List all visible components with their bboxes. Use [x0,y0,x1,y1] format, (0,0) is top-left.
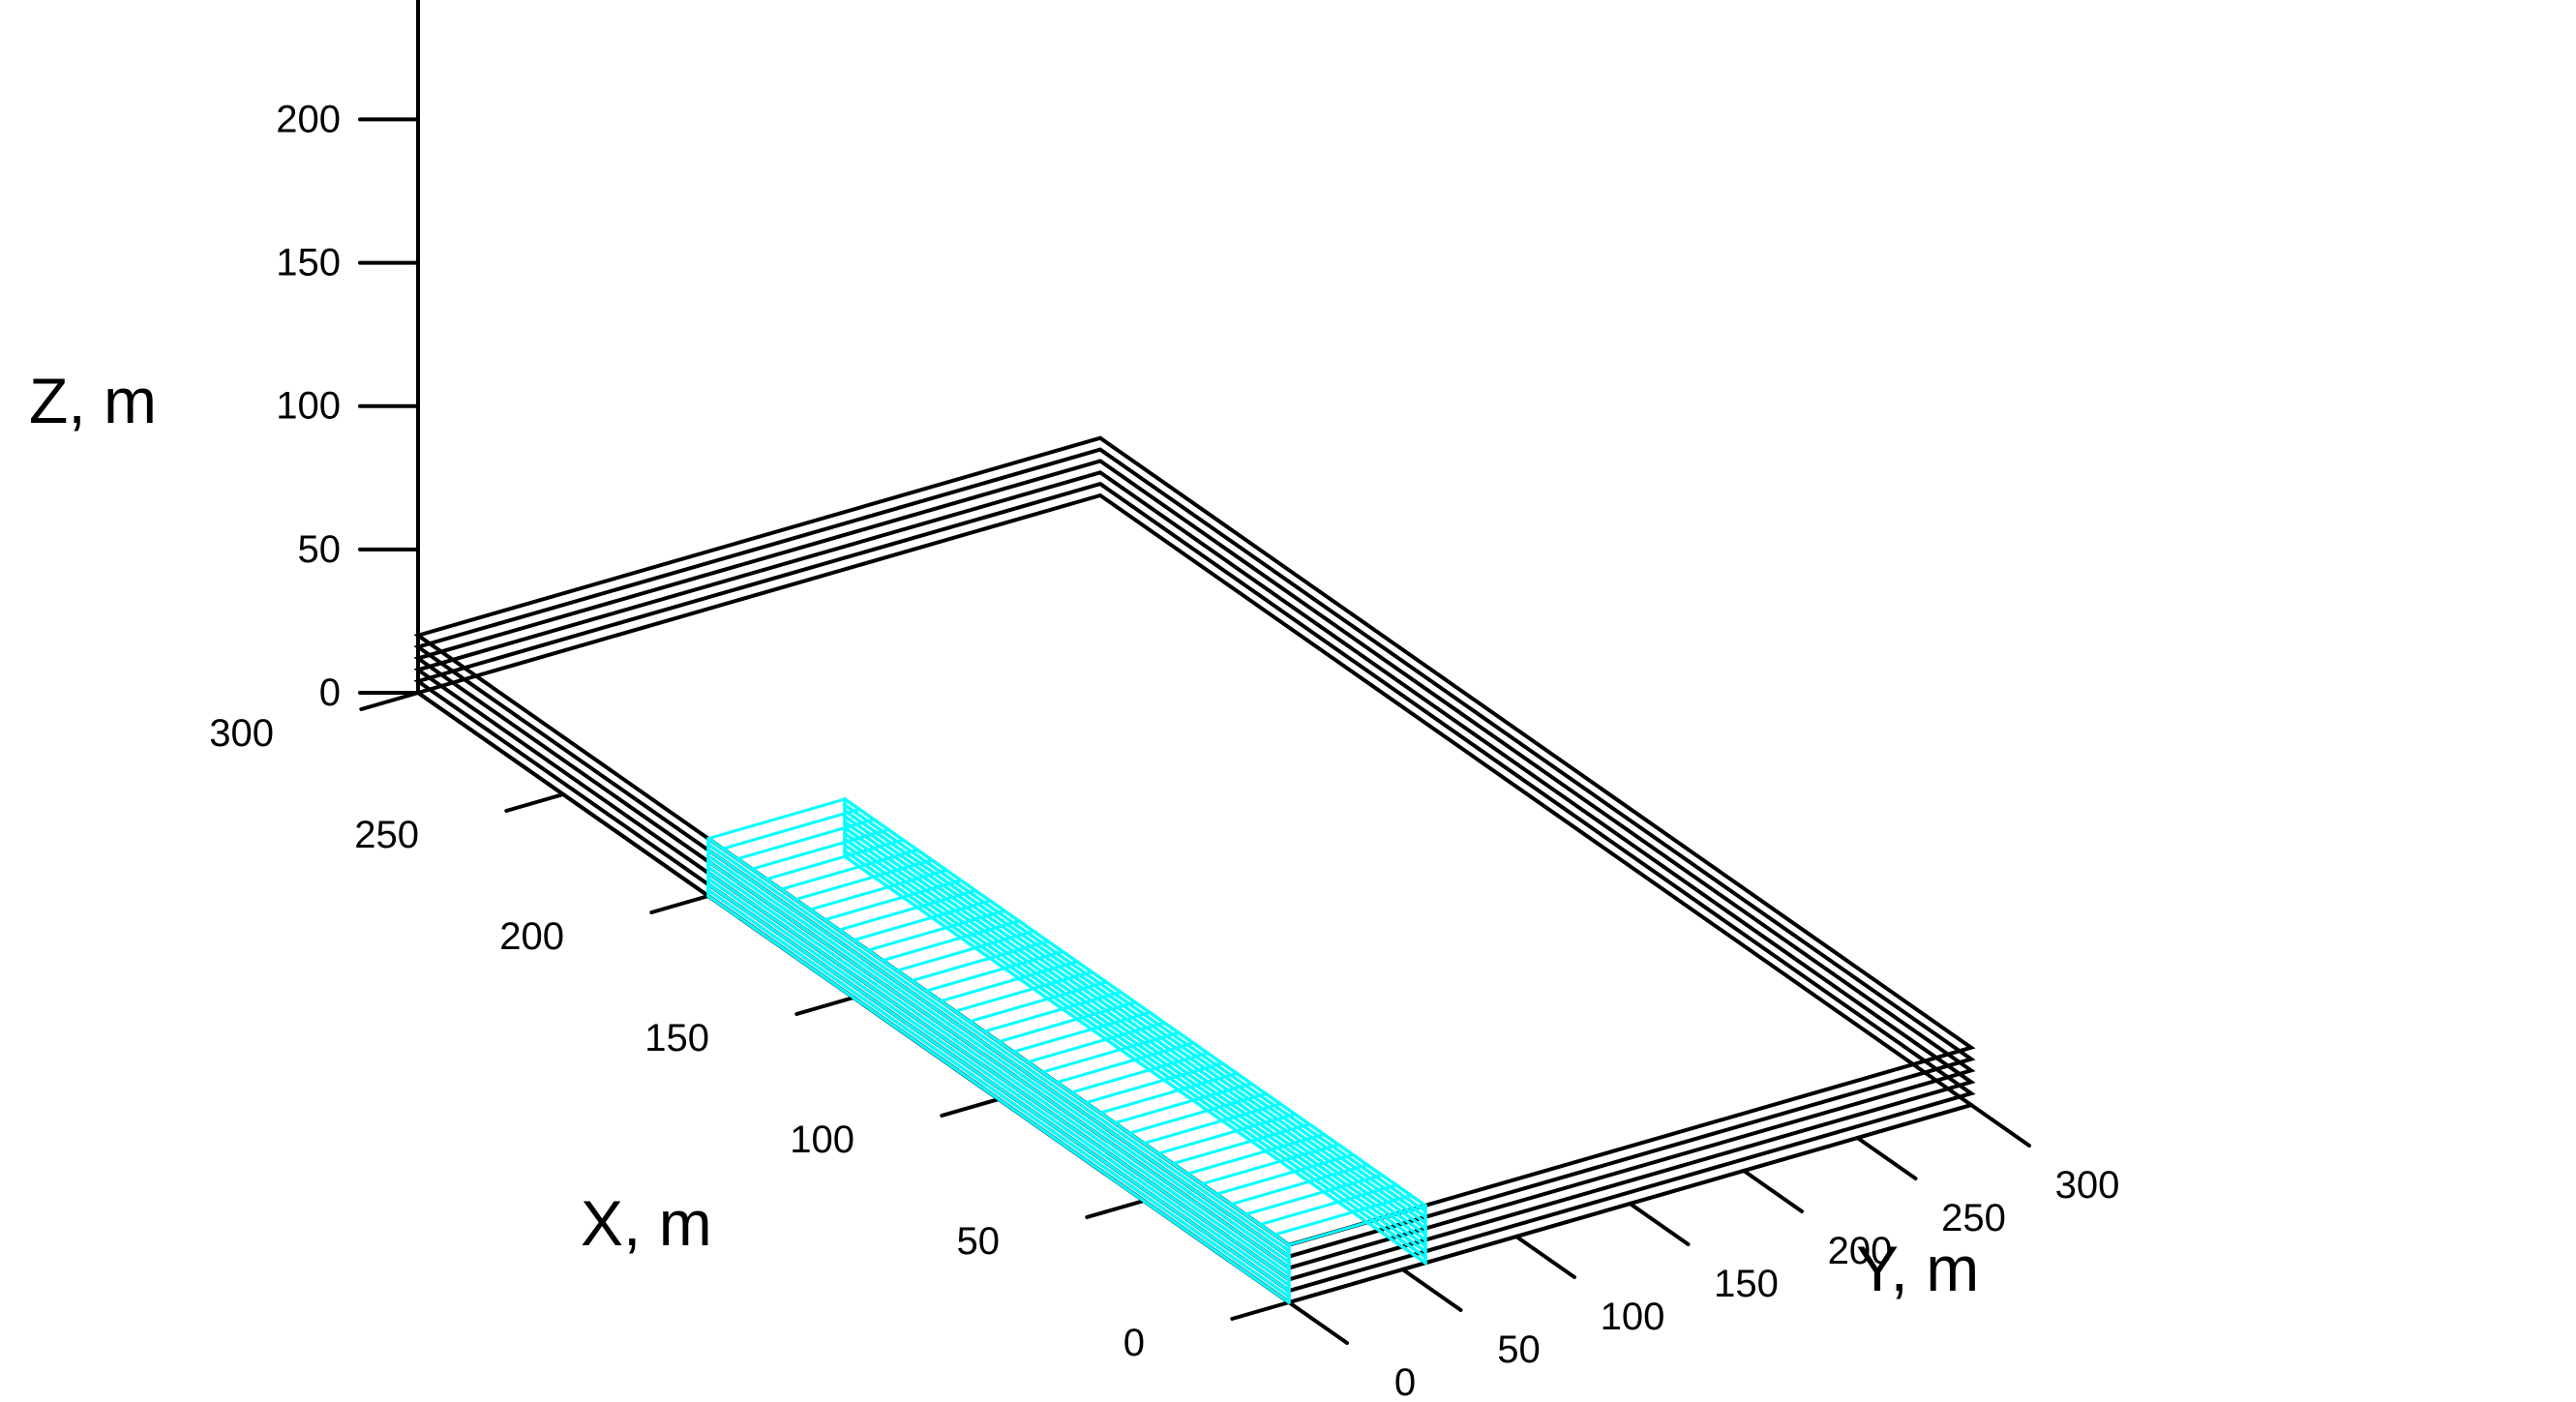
cyan-comb-line-38 [735,818,876,861]
x-tick-100 [940,1097,1001,1118]
cyan-front-line-1 [706,888,1291,1298]
cyan-comb-line-21 [982,990,1123,1033]
cyan-comb-line-16 [1055,1041,1195,1085]
cyan-comb-line-2 [1258,1183,1398,1227]
cyan-front-line-6 [706,859,1291,1270]
cyan-comb-line-35 [779,848,919,891]
cyan-comb-line-9 [1156,1112,1297,1155]
cyan-comb-line-5 [1214,1152,1355,1196]
cyan-back-line-3 [843,837,1427,1248]
y-tick-label-150: 150 [1714,1263,1779,1305]
x-tick-300 [359,691,420,711]
x-tick-200 [649,894,710,914]
z-tick-label-100: 100 [276,385,341,428]
x-tick-label-250: 250 [354,814,419,856]
x-tick-150 [794,996,855,1016]
cyan-comb-line-34 [794,858,934,902]
cyan-comb-line-10 [1142,1102,1282,1146]
z-tick-label-150: 150 [276,242,341,284]
cyan-back-line-8 [843,809,1427,1219]
x-tick-label-300: 300 [209,712,274,755]
y-tick-300 [1969,1103,2031,1148]
cyan-front-line-8 [706,848,1291,1259]
x-tick-label-200: 200 [499,915,564,958]
x-axis-title: X, m [581,1187,712,1259]
cyan-back-line-2 [843,843,1427,1254]
black-rectangle-level-0 [413,492,1976,1305]
x-tick-250 [504,792,565,813]
cyan-front-line-7 [706,853,1291,1265]
cyan-comb-line-19 [1011,1010,1152,1054]
x-tick-label-150: 150 [644,1017,709,1059]
x-tick-0 [1230,1300,1291,1321]
cyan-front-line-3 [706,877,1291,1287]
cyan-comb-line-20 [997,1000,1137,1044]
y-tick-250 [1855,1136,1918,1180]
black-rectangle-level-3 [413,459,1976,1270]
cyan-front-line-9 [706,842,1291,1253]
z-tick-label-200: 200 [276,98,341,140]
cyan-comb-line-12 [1113,1082,1253,1125]
x-tick-label-0: 0 [1123,1322,1145,1364]
cyan-comb-line-7 [1185,1132,1326,1176]
z-tick-label-0: 0 [319,671,341,714]
cyan-wall-slab [706,797,1427,1304]
cyan-comb-line-28 [881,919,1021,963]
cyan-comb-line-31 [837,888,977,932]
z-tick-label-50: 50 [298,528,342,571]
y-tick-label-0: 0 [1394,1361,1416,1402]
y-tick-label-200: 200 [1828,1230,1893,1272]
cyan-comb-line-23 [953,969,1093,1013]
cyan-comb-line-14 [1084,1061,1224,1105]
cyan-comb-line-24 [939,960,1079,1003]
cyan-comb-line-18 [1026,1021,1166,1064]
cyan-comb-line-36 [764,838,905,881]
x-tick-label-100: 100 [790,1119,854,1161]
cyan-comb-line-15 [1069,1051,1210,1094]
cyan-comb-line-13 [1098,1071,1239,1115]
cyan-comb-line-11 [1127,1091,1268,1135]
y-tick-0 [1287,1300,1349,1345]
cyan-comb-line-22 [968,980,1108,1024]
cyan-comb-line-25 [924,949,1064,993]
cyan-comb-line-32 [823,879,963,922]
y-tick-label-50: 50 [1497,1328,1541,1371]
cyan-comb-line-27 [895,929,1035,972]
x-tick-label-50: 50 [957,1220,1001,1263]
cyan-front-line-0 [706,894,1291,1304]
cyan-comb-line-40 [706,797,847,841]
z-axis-title: Z, m [29,365,157,436]
black-rectangle-level-5 [413,435,1976,1247]
cyan-back-line-7 [843,814,1427,1225]
cyan-comb-line-33 [808,868,948,911]
cyan-comb-line-39 [721,807,861,850]
y-axis-title: Y, m [1856,1233,1979,1304]
cyan-comb-line-3 [1243,1173,1384,1216]
cyan-front-line-2 [706,882,1291,1293]
cyan-front-line-5 [706,865,1291,1276]
y-tick-150 [1628,1202,1691,1246]
y-tick-label-100: 100 [1601,1296,1665,1338]
cyan-comb-line-6 [1200,1143,1340,1186]
y-tick-50 [1400,1268,1463,1312]
y-tick-label-250: 250 [1941,1197,2006,1239]
y-tick-200 [1742,1169,1804,1213]
cyan-comb-line-17 [1040,1030,1181,1074]
cyan-comb-line-26 [910,940,1050,983]
y-tick-label-300: 300 [2055,1164,2120,1207]
cyan-comb-line-30 [852,899,992,942]
cyan-comb-line-29 [866,909,1006,952]
cyan-comb-line-1 [1273,1193,1413,1237]
cyan-front-line-4 [706,871,1291,1282]
cyan-comb-line-0 [1287,1204,1427,1247]
cyan-comb-line-4 [1229,1163,1369,1207]
y-tick-100 [1514,1235,1576,1279]
x-tick-50 [1085,1199,1146,1219]
black-rectangle-level-1 [413,481,1976,1294]
tick-labels-layer: 0 50 100 150 200 250 300 0 50 100 150 200 250 300 0 50 1… [209,98,2120,1402]
cyan-comb-line-37 [750,827,890,871]
cyan-comb-line-8 [1171,1122,1311,1166]
black-rectangle-level-4 [413,447,1976,1259]
